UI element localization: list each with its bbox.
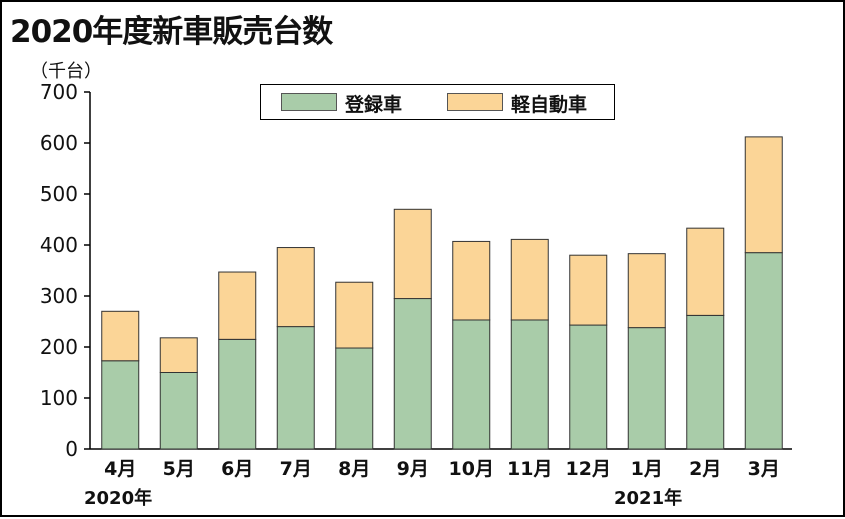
- y-tick-label: 300: [40, 284, 78, 308]
- year-label-2021: 2021年: [614, 488, 683, 509]
- bar-registered: [101, 360, 140, 450]
- bar-registered: [218, 338, 257, 450]
- bar-registered: [744, 252, 783, 450]
- x-tick-label: 5月: [163, 458, 195, 480]
- x-tick-label: 9月: [397, 458, 429, 480]
- y-tick-label: 400: [40, 233, 78, 257]
- x-tick-label: 3月: [748, 458, 780, 480]
- y-tick-label: 200: [40, 335, 78, 359]
- x-tick-label: 12月: [566, 458, 611, 480]
- bar-kei: [686, 227, 725, 316]
- x-tick-label: 8月: [338, 458, 370, 480]
- bar-kei: [569, 254, 608, 326]
- bar-registered: [510, 319, 549, 450]
- bar-registered: [627, 327, 666, 450]
- bar-kei: [276, 247, 315, 328]
- x-tick-label: 4月: [104, 458, 136, 480]
- bar-kei: [744, 136, 783, 254]
- x-tick-label: 1月: [631, 458, 663, 480]
- bar-registered: [686, 314, 725, 450]
- bar-registered: [159, 372, 198, 450]
- x-tick-label: 10月: [449, 458, 494, 480]
- x-tick-label: 2月: [689, 458, 721, 480]
- x-tick-label: 6月: [221, 458, 253, 480]
- bar-kei: [101, 310, 140, 362]
- chart-title: 2020年度新車販売台数: [10, 14, 333, 50]
- bar-registered: [569, 324, 608, 450]
- bar-kei: [627, 253, 666, 329]
- legend-swatch-registered: [281, 93, 337, 111]
- y-tick-label: 600: [40, 131, 78, 155]
- bar-kei: [510, 238, 549, 321]
- legend-swatch-kei: [447, 93, 503, 111]
- bar-kei: [452, 240, 491, 321]
- y-tick-label: 100: [40, 386, 78, 410]
- bar-kei: [335, 281, 374, 349]
- y-tick-label: 0: [65, 437, 78, 461]
- bar-registered: [276, 326, 315, 450]
- year-label-2020: 2020年: [84, 488, 153, 509]
- legend-label-kei: 軽自動車: [511, 94, 588, 116]
- bar-kei: [218, 271, 257, 340]
- bar-kei: [159, 337, 198, 374]
- y-tick-label: 700: [40, 80, 78, 104]
- legend-label-registered: 登録車: [345, 94, 403, 116]
- legend: 登録車 軽自動車: [260, 84, 615, 120]
- x-tick-label: 7月: [280, 458, 312, 480]
- y-axis-unit-label: （千台）: [30, 61, 102, 82]
- bar-registered: [393, 298, 432, 450]
- bar-kei: [393, 208, 432, 300]
- bar-registered: [452, 319, 491, 450]
- y-tick-label: 500: [40, 182, 78, 206]
- x-tick-label: 11月: [507, 458, 552, 480]
- bar-registered: [335, 347, 374, 450]
